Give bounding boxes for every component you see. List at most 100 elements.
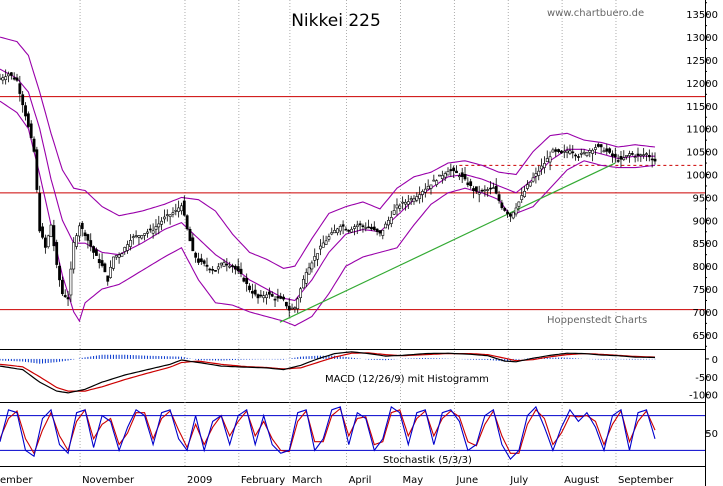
candle-body	[520, 195, 524, 200]
x-axis-label: May	[402, 475, 423, 486]
lower-band-line	[0, 100, 656, 327]
candle-body	[639, 154, 643, 157]
upper-band-line	[0, 36, 656, 269]
candle-body	[324, 240, 328, 245]
candle-body	[429, 184, 433, 189]
candle-body	[625, 155, 629, 158]
candle-body	[557, 149, 560, 152]
candle-body	[89, 240, 93, 247]
x-axis-label: April	[349, 475, 372, 486]
stochastic-label: Stochastik (5/3/3)	[383, 455, 472, 466]
candle-body	[163, 216, 166, 220]
candle-body	[15, 77, 19, 81]
candle-body	[372, 226, 376, 230]
candle-body	[494, 185, 498, 194]
candle-body	[233, 265, 237, 270]
candle-body	[276, 296, 280, 299]
candle-body	[250, 291, 254, 294]
candle-body	[389, 217, 393, 224]
candle-body	[628, 153, 631, 156]
candle-body	[605, 148, 609, 152]
candle-body	[528, 181, 532, 187]
candle-body	[432, 179, 436, 182]
candle-body	[367, 226, 371, 229]
candle-body	[214, 270, 217, 272]
candle-body	[608, 148, 612, 153]
candle-body	[194, 252, 198, 258]
candle-body	[347, 230, 351, 232]
candle-body	[543, 163, 546, 168]
candle-body	[370, 226, 373, 230]
candle-body	[336, 228, 339, 234]
candle-body	[565, 150, 569, 153]
candle-body	[381, 229, 385, 236]
candle-body	[616, 160, 620, 162]
candle-body	[290, 307, 294, 310]
candle-body	[12, 77, 16, 80]
x-axis-label: 2009	[187, 475, 212, 486]
candle-body	[455, 170, 458, 174]
x-axis-label: August	[564, 475, 599, 486]
candle-body	[409, 198, 413, 201]
candle-body	[131, 236, 135, 238]
price-tick-label: 8000	[693, 262, 718, 273]
candle-body	[319, 245, 322, 250]
candle-body	[253, 289, 257, 295]
x-axis-label: ember	[0, 475, 33, 486]
price-tick-label: 11000	[686, 125, 718, 136]
candle-body	[582, 151, 586, 154]
candle-body	[483, 189, 487, 192]
candle-body	[446, 171, 450, 176]
candle-body	[596, 144, 600, 147]
candle-body	[58, 265, 61, 281]
stochastic-k-line	[0, 405, 656, 461]
price-tick-label: 8500	[693, 239, 718, 250]
candle-body	[500, 202, 504, 209]
candle-body	[472, 188, 475, 191]
bollinger-bands	[0, 36, 656, 327]
candle-body	[514, 207, 518, 215]
candle-body	[80, 222, 84, 229]
candle-body	[333, 230, 336, 234]
candle-body	[642, 154, 646, 156]
candle-body	[338, 226, 342, 232]
price-tick-label: 10500	[686, 148, 718, 159]
candle-body	[4, 76, 8, 80]
candle-body	[460, 172, 464, 177]
candle-body	[517, 201, 521, 207]
candle-body	[24, 105, 27, 117]
candle-body	[537, 170, 541, 176]
candle-body	[197, 258, 200, 263]
candle-body	[126, 244, 129, 251]
candle-body	[83, 232, 87, 237]
candle-body	[270, 294, 274, 297]
candle-body	[114, 255, 118, 258]
candle-body	[18, 83, 22, 94]
trendline	[279, 162, 616, 323]
candle-body	[216, 266, 220, 270]
candle-body	[52, 225, 56, 247]
candle-body	[279, 296, 283, 299]
candle-body	[49, 224, 53, 237]
candle-body	[168, 214, 172, 218]
candle-body	[21, 94, 25, 106]
candle-body	[1, 77, 5, 81]
candle-body	[435, 180, 439, 185]
candle-body	[316, 253, 319, 260]
candle-body	[239, 268, 243, 275]
candle-body	[622, 157, 626, 160]
candle-body	[630, 153, 634, 155]
candle-body	[154, 226, 158, 230]
candle-body	[653, 158, 657, 162]
candle-body	[35, 149, 39, 190]
candle-body	[228, 265, 232, 268]
candle-body	[650, 158, 654, 161]
price-tick-label: 10000	[686, 171, 718, 182]
candle-body	[38, 193, 42, 232]
price-tick-label: 9500	[693, 193, 718, 204]
price-tick-label: 13500	[686, 10, 718, 21]
candle-body	[60, 279, 64, 295]
candle-body	[355, 224, 359, 227]
candle-body	[0, 78, 2, 80]
